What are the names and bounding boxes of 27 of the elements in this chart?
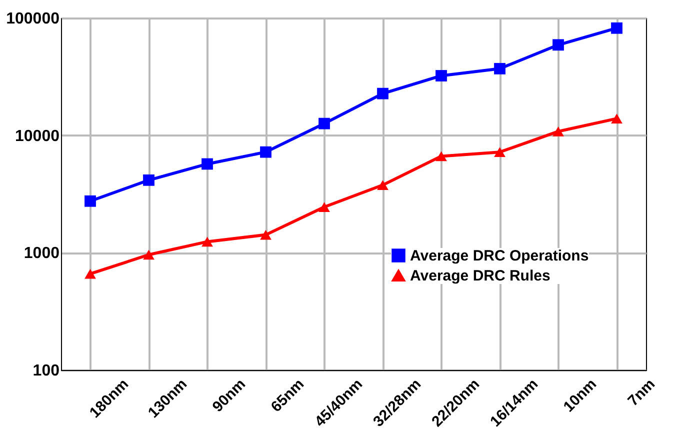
point (260, 146, 272, 158)
point (552, 126, 564, 136)
point (611, 22, 622, 34)
point (202, 158, 213, 170)
point (494, 147, 506, 158)
point (318, 118, 330, 130)
y-tick-label: 10000 (15, 128, 60, 145)
point (318, 202, 330, 212)
y-tick-label: 100 (32, 362, 60, 380)
point (611, 114, 622, 124)
point (436, 151, 447, 162)
x-tick-label: 7nm (624, 376, 659, 410)
point (260, 230, 272, 240)
point (143, 250, 154, 260)
legend-label: Average DRC Operations (410, 248, 589, 264)
point (377, 88, 388, 100)
point (84, 195, 96, 207)
point (143, 174, 154, 186)
point (377, 180, 388, 190)
point (84, 268, 96, 279)
point (494, 62, 506, 74)
point (202, 236, 213, 247)
point (552, 39, 564, 51)
legend-label: Average DRC Rules (410, 268, 550, 284)
y-tick-label: 1000 (24, 245, 60, 262)
y-tick-label: 100000 (6, 10, 60, 28)
point (436, 70, 447, 82)
